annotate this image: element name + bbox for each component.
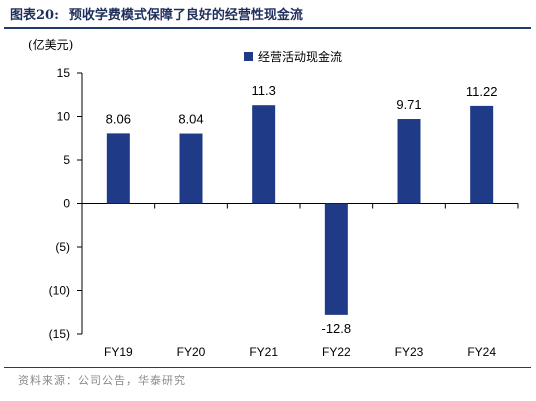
- y-tick-label: 10: [57, 110, 71, 124]
- bar: [470, 105, 494, 204]
- data-label: 11.22: [466, 84, 498, 99]
- bars: 8.06 8.04 11.3 -12.8 9.71 11.22: [106, 83, 498, 336]
- x-tick-label: FY20: [177, 345, 206, 359]
- figure-title: 预收学费模式保障了良好的经营性现金流: [68, 8, 303, 23]
- x-tick-label: FY21: [249, 345, 278, 359]
- bar: [179, 133, 203, 204]
- source-note: 资料来源：公司公告，华泰研究: [18, 374, 186, 387]
- axes: 15 10 5 0 (5) (10) (15) FY19 FY20 FY21 FY22 FY23 FY2…: [49, 66, 519, 359]
- y-tick-label: 15: [57, 66, 71, 80]
- data-label: -12.8: [322, 321, 352, 336]
- figure-number: 图表20:: [10, 8, 59, 23]
- x-tick-label: FY22: [322, 345, 351, 359]
- bar: [397, 119, 421, 204]
- legend-label: 经营活动现金流: [258, 49, 342, 64]
- footer-rule: [4, 367, 531, 368]
- y-tick-label: (10): [49, 284, 70, 298]
- data-label: 8.04: [178, 112, 203, 127]
- bar: [324, 203, 348, 315]
- unit-label: (亿美元): [28, 37, 73, 52]
- bar: [106, 133, 130, 204]
- header-rule: [4, 27, 531, 29]
- y-tick-label: 5: [63, 153, 70, 167]
- legend-swatch: [244, 52, 253, 61]
- y-tick-label: 0: [63, 197, 70, 211]
- data-label: 9.71: [396, 97, 421, 112]
- figure-header: 图表20: 预收学费模式保障了良好的经营性现金流: [10, 4, 526, 24]
- data-label: 8.06: [106, 111, 131, 126]
- data-label: 11.3: [251, 83, 275, 98]
- y-tick-label: (15): [49, 327, 70, 341]
- x-tick-label: FY19: [104, 345, 133, 359]
- x-tick-label: FY24: [467, 345, 496, 359]
- bar: [252, 105, 276, 204]
- y-tick-label: (5): [55, 240, 70, 254]
- x-tick-label: FY23: [395, 345, 424, 359]
